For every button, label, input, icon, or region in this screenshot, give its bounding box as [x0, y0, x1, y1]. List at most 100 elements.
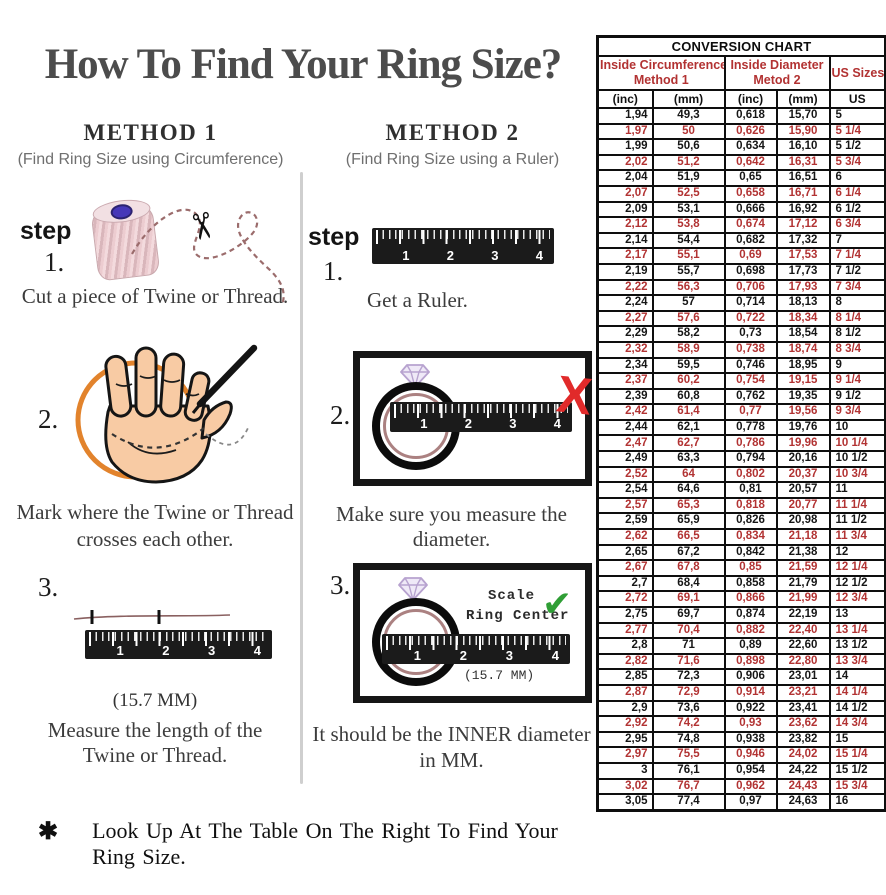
ruler-graphic-box2: 1 2 3 4 [390, 402, 572, 432]
table-cell: 0,674 [723, 216, 778, 234]
table-cell: 2,9 [596, 699, 654, 718]
table-cell: 0,706 [723, 278, 778, 297]
ruler-numbers: 1 2 3 4 [390, 416, 568, 431]
group-header-line: Metod 2 [753, 73, 801, 87]
table-cell: 7 3/4 [828, 278, 886, 297]
table-row: 2,59 65,9 0,826 20,98 11 1/2 [596, 512, 886, 531]
table-cell: 57 [651, 294, 726, 312]
ruler-number: 4 [551, 648, 559, 663]
table-cell: 62,1 [651, 418, 726, 437]
table-cell: 57,6 [651, 309, 726, 328]
table-cell: 2,09 [596, 200, 654, 219]
conversion-chart-table: CONVERSION CHART Inside Circumference Me… [596, 35, 886, 812]
table-row: 2,04 51,9 0,65 16,51 6 [596, 169, 886, 187]
table-cell: 66,5 [651, 528, 726, 546]
table-cell: 2,57 [596, 496, 654, 515]
table-cell: 0,81 [723, 481, 778, 499]
ruler-number: 1 [116, 643, 124, 658]
table-cell: 2,39 [596, 387, 654, 406]
table-cell: 2,85 [596, 668, 654, 686]
table-title-row: CONVERSION CHART [596, 35, 886, 57]
ruler-numbers: 1 2 3 4 [85, 643, 268, 658]
table-row: 2,7 68,4 0,858 21,79 12 1/2 [596, 574, 886, 593]
table-cell: 2,75 [596, 606, 654, 624]
ruler-number: 4 [253, 643, 261, 658]
table-row: 2,19 55,7 0,698 17,73 7 1/2 [596, 262, 886, 281]
table-cell: 21,99 [775, 590, 831, 608]
table-cell: 13 [828, 606, 886, 624]
ruler-major-ticks [89, 632, 268, 646]
ruler-number: 1 [413, 648, 421, 663]
table-cell: 53,1 [651, 200, 726, 219]
table-row: 2,77 70,4 0,882 22,40 13 1/4 [596, 621, 886, 640]
table-cell: 6 3/4 [828, 216, 886, 234]
table-cell: 0,97 [723, 793, 778, 812]
ruler-graphic-method2: 1 2 3 4 [372, 228, 554, 264]
table-cell: 11 1/2 [828, 512, 886, 531]
table-cell: 53,8 [651, 216, 726, 234]
table-cell: 2,52 [596, 465, 654, 484]
table-cell: 16,71 [775, 184, 831, 203]
table-cell: 0,914 [723, 683, 778, 702]
method1-heading: METHOD 1 [83, 120, 218, 145]
table-cell: 2,02 [596, 153, 654, 172]
table-cell: 0,938 [723, 730, 778, 749]
column-divider [300, 172, 303, 784]
scale-label-line2: Ring Center [466, 608, 570, 624]
table-cell: 0,858 [723, 574, 778, 593]
footnote: ✱ Look Up At The Table On The Right To F… [38, 818, 598, 870]
table-cell: 0,874 [723, 606, 778, 624]
method2-step1-number: 1. [323, 256, 344, 286]
table-cell: 13 3/4 [828, 652, 886, 671]
ruler-number: 2 [162, 643, 170, 658]
table-cell: 58,2 [651, 325, 726, 343]
sub-header-cell: (mm) [775, 89, 831, 109]
table-row: 2,32 58,9 0,738 18,74 8 3/4 [596, 340, 886, 359]
table-cell: 0,93 [723, 715, 778, 733]
method1-step2-text-line1: Mark where the Twine or Thread [16, 500, 294, 524]
table-cell: 70,4 [651, 621, 726, 640]
table-cell: 22,19 [775, 606, 831, 624]
table-cell: 50,6 [651, 138, 726, 156]
scale-label-line1: Scale [488, 588, 536, 604]
table-row: 2,82 71,6 0,898 22,80 13 3/4 [596, 652, 886, 671]
table-cell: 0,658 [723, 184, 778, 203]
table-cell: 0,69 [723, 247, 778, 265]
diamond-icon [398, 577, 428, 601]
table-cell: 16,51 [775, 169, 831, 187]
table-cell: 11 3/4 [828, 528, 886, 546]
method2-measurement-note: (15.7 MM) [464, 668, 535, 683]
table-cell: 64 [651, 465, 726, 484]
table-cell: 0,946 [723, 746, 778, 764]
table-cell: 2,34 [596, 356, 654, 375]
table-cell: 15 3/4 [828, 777, 886, 796]
table-row: 2,95 74,8 0,938 23,82 15 [596, 730, 886, 749]
table-cell: 22,60 [775, 637, 831, 655]
table-cell: 74,2 [651, 715, 726, 733]
table-cell: 11 [828, 481, 886, 499]
table-cell: 52,5 [651, 184, 726, 203]
table-cell: 21,18 [775, 528, 831, 546]
table-cell: 9 1/4 [828, 372, 886, 390]
table-cell: 20,37 [775, 465, 831, 484]
method1-step3-number: 3. [38, 572, 59, 602]
table-cell: 2,29 [596, 325, 654, 343]
table-cell: 8 1/4 [828, 309, 886, 328]
table-cell: 20,98 [775, 512, 831, 531]
table-cell: 0,898 [723, 652, 778, 671]
table-cell: 73,6 [651, 699, 726, 718]
table-row: 2,75 69,7 0,874 22,19 13 [596, 606, 886, 624]
table-row: 3,02 76,7 0,962 24,43 15 3/4 [596, 777, 886, 796]
table-cell: 2,82 [596, 652, 654, 671]
table-cell: 58,9 [651, 340, 726, 359]
table-cell: 19,35 [775, 387, 831, 406]
table-cell: 14 3/4 [828, 715, 886, 733]
table-cell: 6 1/4 [828, 184, 886, 203]
hand-with-twine-graphic [75, 344, 258, 484]
method2-step3-text-line2: in MM. [419, 748, 484, 772]
table-cell: 0,794 [723, 450, 778, 468]
method2-step2-number: 2. [330, 400, 351, 430]
table-cell: 0,65 [723, 169, 778, 187]
ruler-number: 2 [459, 648, 467, 663]
table-cell: 55,1 [651, 247, 726, 265]
